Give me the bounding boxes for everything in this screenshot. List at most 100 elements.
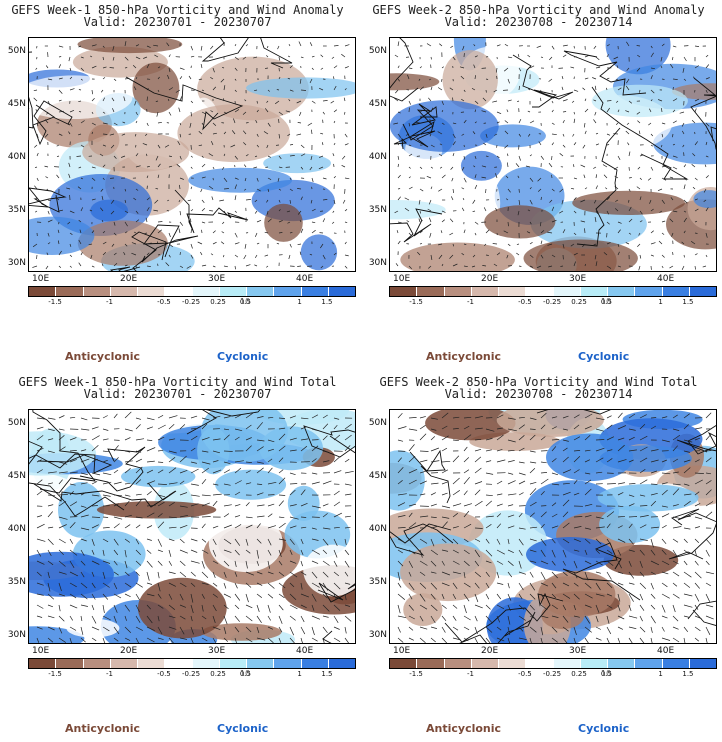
wind-arrow bbox=[36, 469, 43, 474]
wind-arrow bbox=[190, 111, 192, 117]
wind-arrow bbox=[278, 166, 283, 169]
wind-arrow bbox=[256, 604, 260, 613]
colorbar-swatch bbox=[83, 659, 111, 668]
wind-arrow bbox=[212, 525, 219, 529]
wind-arrow bbox=[100, 89, 104, 93]
wind-arrow bbox=[463, 503, 473, 507]
wind-arrow bbox=[441, 505, 451, 509]
wind-arrow bbox=[102, 571, 106, 579]
wind-arrow bbox=[69, 571, 79, 577]
wind-arrow bbox=[529, 450, 536, 453]
wind-arrow bbox=[91, 582, 96, 589]
wind-arrow bbox=[408, 107, 410, 113]
wind-arrow bbox=[452, 243, 455, 247]
wind-arrow bbox=[507, 449, 515, 452]
wind-arrow bbox=[551, 122, 555, 125]
wind-arrow bbox=[507, 525, 515, 529]
wind-arrow bbox=[527, 88, 531, 91]
wind-arrow bbox=[647, 177, 652, 181]
wind-arrow bbox=[135, 144, 137, 148]
wind-arrow bbox=[562, 637, 568, 643]
colorbar-tick-label: 0.5 bbox=[600, 670, 613, 678]
wind-arrow bbox=[32, 265, 38, 268]
wind-arrow bbox=[212, 483, 219, 486]
wind-arrow bbox=[146, 571, 150, 581]
wind-arrow bbox=[573, 177, 578, 180]
wind-arrow bbox=[234, 89, 237, 92]
wind-arrow bbox=[234, 67, 238, 71]
wind-arrow bbox=[332, 153, 335, 157]
wind-arrow bbox=[650, 483, 658, 485]
wind-arrow bbox=[91, 265, 95, 268]
wind-arrow bbox=[179, 604, 187, 608]
wind-arrow bbox=[672, 120, 677, 124]
wind-arrow bbox=[408, 153, 413, 157]
wind-arrow bbox=[254, 210, 258, 214]
wind-arrow bbox=[518, 67, 522, 72]
wind-arrow bbox=[416, 122, 421, 124]
wind-arrow bbox=[333, 120, 336, 124]
wind-arrow bbox=[452, 503, 462, 507]
wind-arrow bbox=[234, 571, 238, 577]
wind-arrow bbox=[595, 593, 605, 597]
wind-arrow bbox=[408, 232, 412, 236]
wind-arrow bbox=[584, 549, 588, 556]
wind-arrow bbox=[278, 56, 281, 61]
wind-arrow bbox=[91, 481, 98, 485]
wind-arrow bbox=[496, 513, 502, 518]
wind-arrow bbox=[408, 417, 417, 419]
wind-arrow bbox=[463, 637, 469, 642]
wind-arrow bbox=[300, 615, 305, 623]
wind-arrow bbox=[135, 604, 140, 613]
wind-arrow bbox=[584, 479, 592, 485]
wind-arrow bbox=[463, 416, 472, 419]
wind-arrow bbox=[518, 265, 522, 267]
wind-arrow bbox=[408, 444, 415, 452]
wind-arrow bbox=[562, 615, 569, 623]
wind-arrow bbox=[573, 516, 583, 518]
wind-arrow bbox=[661, 108, 663, 113]
wind-arrow bbox=[584, 626, 592, 633]
wind-arrow bbox=[267, 593, 274, 599]
wind-arrow bbox=[35, 109, 38, 113]
wind-arrow bbox=[320, 243, 324, 249]
wind-arrow bbox=[69, 76, 73, 80]
wind-arrow bbox=[58, 133, 63, 136]
wind-arrow bbox=[661, 177, 667, 181]
wind-arrow bbox=[58, 604, 61, 612]
wind-arrow bbox=[146, 491, 152, 496]
wind-arrow bbox=[526, 231, 531, 234]
wind-arrow bbox=[133, 231, 137, 234]
wind-arrow bbox=[705, 64, 710, 69]
wind-arrow bbox=[606, 197, 610, 201]
wind-arrow bbox=[234, 582, 238, 589]
wind-arrow bbox=[617, 604, 621, 612]
wind-arrow bbox=[209, 210, 214, 212]
wind-arrow bbox=[529, 488, 537, 496]
lon-label: 10E bbox=[393, 274, 411, 284]
colorbar-swatch bbox=[29, 287, 57, 296]
wind-arrow bbox=[234, 210, 237, 213]
colorbar-swatch bbox=[274, 287, 302, 296]
wind-arrow bbox=[628, 549, 635, 552]
colorbar-tick-label: 0.25 bbox=[210, 298, 226, 306]
wind-arrow bbox=[661, 604, 666, 613]
wind-arrow bbox=[408, 582, 415, 591]
wind-arrow bbox=[639, 196, 642, 201]
wind-arrow bbox=[278, 477, 286, 485]
colorbar-tick-label: 0.5 bbox=[600, 298, 613, 306]
vorticity-shading bbox=[121, 465, 196, 488]
wind-arrow bbox=[47, 511, 53, 518]
colorbar-swatch bbox=[390, 287, 418, 296]
wind-arrow bbox=[102, 472, 112, 476]
wind-arrow bbox=[168, 490, 176, 496]
wind-arrow bbox=[36, 538, 46, 542]
wind-arrow bbox=[441, 538, 447, 544]
wind-arrow bbox=[650, 549, 656, 556]
wind-arrow bbox=[441, 604, 447, 609]
wind-arrow bbox=[628, 232, 632, 235]
wind-arrow bbox=[627, 142, 630, 146]
wind-arrow bbox=[190, 254, 194, 259]
wind-arrow bbox=[58, 560, 66, 567]
wind-arrow bbox=[681, 241, 685, 245]
